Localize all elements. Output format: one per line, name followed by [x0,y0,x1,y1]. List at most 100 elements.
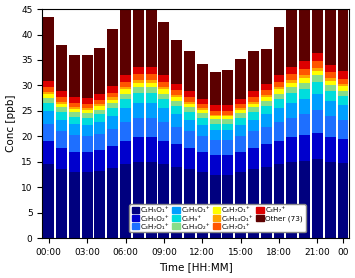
Bar [325,73,336,78]
Bar [56,102,67,104]
Bar [248,169,259,238]
Bar [82,54,93,98]
Bar [107,93,118,97]
Bar [184,112,195,120]
Bar [286,75,297,80]
Bar [274,141,284,164]
Bar [210,130,220,140]
Bar [107,103,118,108]
Bar [120,82,131,87]
Bar [82,125,93,136]
Bar [56,45,67,91]
Bar [171,145,182,167]
Bar [338,84,349,86]
Bar [171,114,182,127]
Bar [197,64,208,99]
Bar [184,51,195,91]
Bar [248,112,259,120]
Bar [171,101,182,106]
Bar [171,90,182,95]
Bar [223,70,233,105]
Bar [325,85,336,91]
Bar [43,111,54,124]
Bar [158,94,169,99]
Bar [184,131,195,148]
Bar [133,67,144,75]
Bar [299,0,310,61]
Bar [299,161,310,238]
Bar [69,109,80,112]
Bar [94,106,105,110]
Bar [338,96,349,105]
Bar [82,104,93,108]
Bar [133,162,144,238]
Bar [94,115,105,122]
Bar [299,135,310,161]
Bar [184,97,195,102]
Bar [158,99,169,108]
Bar [197,172,208,238]
Bar [107,97,118,100]
Bar [69,135,80,152]
Bar [94,94,105,100]
Bar [171,95,182,97]
Bar [274,122,284,141]
Bar [274,90,284,94]
Bar [120,94,131,99]
Bar [133,103,144,118]
Bar [184,148,195,169]
Bar [107,146,118,168]
Bar [197,136,208,152]
Bar [235,125,246,136]
Bar [146,103,157,118]
Bar [312,82,323,94]
Bar [120,164,131,238]
Bar [338,71,349,79]
Bar [223,140,233,155]
Bar [43,98,54,103]
Bar [325,0,336,64]
Bar [158,82,169,87]
Bar [69,152,80,172]
Bar [133,93,144,103]
Bar [171,167,182,238]
Bar [286,103,297,118]
Bar [197,113,208,118]
Bar [210,119,220,124]
Bar [197,118,208,125]
Bar [299,89,310,99]
Bar [69,124,80,135]
Bar [146,83,157,87]
Bar [223,155,233,175]
Bar [120,90,131,94]
Bar [338,91,349,96]
Bar [286,87,297,93]
Bar [82,172,93,238]
Bar [312,53,323,61]
Bar [338,79,349,84]
Bar [286,118,297,137]
Bar [248,102,259,104]
Bar [210,111,220,115]
Bar [223,111,233,115]
Bar [171,127,182,145]
Bar [56,97,67,102]
Bar [146,162,157,238]
Bar [69,103,80,107]
Bar [223,130,233,140]
Bar [312,133,323,159]
Bar [286,10,297,67]
Bar [158,87,169,90]
Bar [299,78,310,83]
Bar [261,167,272,238]
Bar [184,102,195,104]
Bar [261,97,272,101]
Bar [120,6,131,75]
Y-axis label: Conc [ppb]: Conc [ppb] [6,95,16,152]
Bar [261,90,272,95]
Bar [171,97,182,101]
Bar [248,104,259,107]
Bar [56,148,67,169]
Bar [133,0,144,67]
Bar [248,148,259,169]
